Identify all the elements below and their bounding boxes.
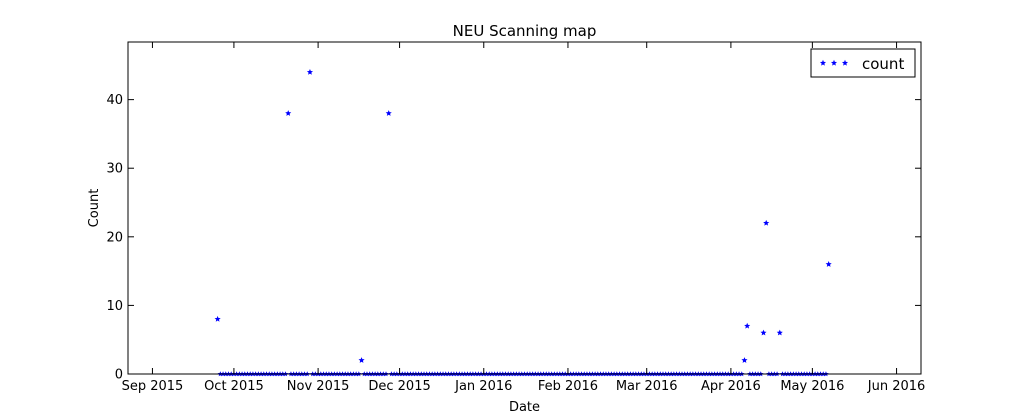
x-axis-label: Date [509, 400, 540, 415]
x-tick-label: Jan 2016 [454, 379, 512, 394]
data-point [763, 219, 770, 226]
data-point [741, 357, 748, 363]
x-tick-label: May 2016 [780, 379, 844, 394]
plot-frame [127, 41, 922, 375]
x-tick-label: Oct 2015 [204, 379, 264, 394]
x-tick-label: Jun 2016 [867, 379, 926, 394]
data-point [214, 315, 221, 322]
y-tick-label: 0 [115, 368, 123, 383]
legend-marker [819, 59, 849, 66]
legend-marker-star [819, 59, 827, 66]
axis-ticks: Sep 2015 Oct 2015 Nov 2015 Dec 2015 Jan 2016… [106, 42, 925, 394]
data-point [744, 322, 751, 329]
legend-marker-star [830, 59, 838, 66]
legend-marker-star [841, 59, 849, 66]
x-tick-label: Dec 2015 [368, 379, 430, 394]
data-point [776, 329, 783, 336]
legend-box [810, 48, 916, 78]
data-point [760, 329, 767, 336]
chart-title: NEU Scanning map [453, 22, 597, 40]
x-tick-label: Nov 2015 [287, 379, 350, 394]
x-tick-label: Feb 2016 [538, 379, 598, 394]
x-tick-label: Sep 2015 [122, 379, 184, 394]
y-tick-label: 40 [106, 93, 123, 108]
data-point [825, 261, 832, 267]
x-tick-label: Mar 2016 [616, 379, 678, 394]
legend-label-count: count [862, 55, 904, 73]
legend: count [810, 48, 916, 78]
y-tick-label: 20 [106, 230, 123, 245]
data-point [306, 68, 313, 75]
y-tick-label: 30 [106, 162, 123, 177]
x-tick-label: Apr 2016 [701, 379, 761, 394]
data-point [385, 110, 392, 116]
y-axis-label: Count [87, 189, 102, 228]
y-tick-label: 10 [106, 299, 123, 314]
data-point [358, 357, 365, 363]
data-point [285, 110, 292, 116]
plot-area [128, 42, 921, 374]
